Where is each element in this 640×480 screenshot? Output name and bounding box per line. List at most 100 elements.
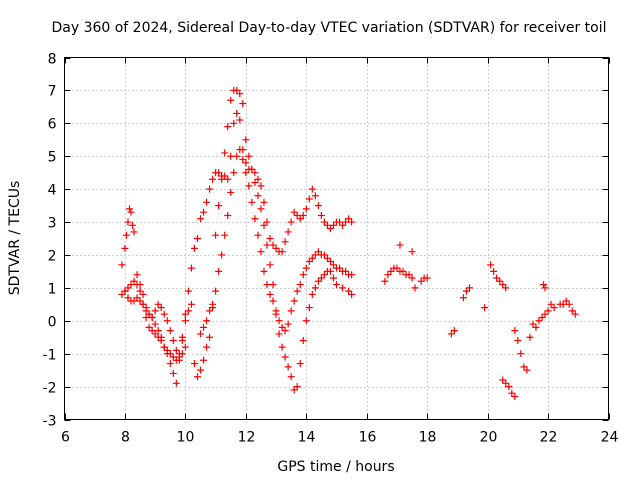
data-point — [193, 235, 201, 242]
data-point — [302, 264, 310, 272]
data-point — [154, 300, 162, 308]
data-point — [348, 218, 356, 226]
y-axis-ticks: -3 -2 -1 0 1 2 3 4 5 6 7 8 — [43, 52, 609, 430]
data-point — [206, 185, 214, 193]
data-point — [172, 356, 180, 364]
data-point — [169, 369, 177, 377]
data-point — [169, 353, 177, 361]
data-point — [293, 287, 301, 295]
data-point — [230, 119, 238, 127]
data-point — [541, 310, 549, 318]
data-point — [342, 218, 350, 226]
data-point — [127, 281, 135, 289]
data-point — [540, 281, 548, 289]
data-point — [517, 350, 525, 358]
data-point — [260, 267, 268, 275]
data-point — [532, 323, 540, 331]
data-point — [514, 337, 522, 345]
data-point — [326, 258, 334, 266]
data-point — [381, 277, 389, 285]
series-branch-b — [118, 146, 356, 381]
data-point — [311, 192, 319, 200]
data-point — [290, 386, 298, 394]
data-point — [502, 284, 510, 292]
data-point — [215, 267, 223, 275]
data-point — [236, 116, 244, 124]
data-point — [399, 267, 407, 275]
data-point — [121, 244, 129, 252]
data-point — [329, 274, 337, 282]
data-point — [272, 244, 280, 252]
data-point — [181, 317, 189, 325]
data-point — [302, 205, 310, 213]
data-point — [130, 228, 138, 236]
y-tick-label: -2 — [43, 381, 57, 397]
data-point — [263, 241, 271, 249]
data-point — [218, 175, 226, 183]
y-tick-label: 0 — [48, 315, 57, 331]
data-point — [387, 267, 395, 275]
data-point — [269, 281, 277, 289]
data-point — [145, 323, 153, 331]
series-cluster-19-21 — [447, 261, 519, 400]
data-point — [203, 198, 211, 206]
data-point — [281, 327, 289, 335]
data-point — [239, 100, 247, 108]
data-point — [317, 274, 325, 282]
data-point — [187, 300, 195, 308]
data-point — [462, 287, 470, 295]
data-point — [242, 159, 250, 167]
data-point — [299, 211, 307, 219]
data-point — [284, 320, 292, 328]
data-point — [245, 152, 253, 160]
data-point — [193, 373, 201, 381]
y-tick-label: 8 — [48, 52, 57, 68]
data-point — [405, 271, 413, 279]
data-point — [496, 277, 504, 285]
x-tick-label: 8 — [121, 430, 130, 446]
data-point — [490, 267, 498, 275]
data-point — [339, 284, 347, 292]
data-point — [499, 376, 507, 384]
data-point — [157, 304, 165, 312]
data-point — [233, 109, 241, 117]
data-point — [127, 208, 135, 216]
data-point — [263, 281, 271, 289]
data-point — [568, 307, 576, 315]
data-point — [541, 284, 549, 292]
x-axis-ticks: 6 8 10 12 14 16 18 20 22 24 — [61, 57, 618, 446]
data-point — [523, 366, 531, 374]
x-tick-label: 14 — [298, 430, 316, 446]
data-point — [248, 198, 256, 206]
data-point — [122, 231, 130, 239]
data-point — [502, 379, 510, 387]
data-point — [408, 248, 416, 256]
data-point — [245, 182, 253, 190]
data-point — [266, 290, 274, 298]
x-tick-label: 6 — [61, 430, 70, 446]
data-point — [200, 323, 208, 331]
series-cluster-21-23 — [511, 281, 579, 374]
data-point — [326, 267, 334, 275]
data-point — [221, 149, 229, 157]
data-point — [209, 300, 217, 308]
data-point — [260, 198, 268, 206]
data-point — [296, 360, 304, 368]
data-point — [184, 287, 192, 295]
x-tick-label: 12 — [238, 430, 256, 446]
data-point — [139, 290, 147, 298]
data-point — [154, 327, 162, 335]
data-point — [224, 175, 232, 183]
data-point — [251, 169, 259, 177]
data-point — [142, 313, 150, 321]
data-point — [272, 310, 280, 318]
data-point — [215, 202, 223, 210]
data-point — [535, 317, 543, 325]
data-point — [293, 383, 301, 391]
data-point — [459, 294, 467, 302]
data-point — [447, 330, 455, 338]
data-point — [290, 297, 298, 305]
data-point — [547, 300, 555, 308]
data-point — [130, 277, 138, 285]
y-tick-label: -1 — [43, 348, 57, 364]
